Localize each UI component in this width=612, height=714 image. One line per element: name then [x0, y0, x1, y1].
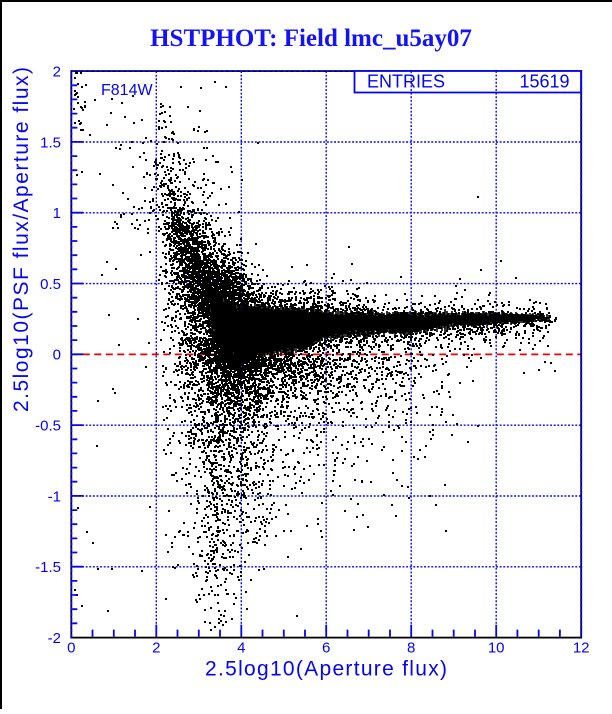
svg-text:ENTRIES: ENTRIES [367, 72, 445, 92]
svg-text:1.5: 1.5 [40, 134, 61, 151]
svg-text:15619: 15619 [519, 72, 569, 92]
svg-text:-0.5: -0.5 [35, 418, 61, 435]
svg-text:2: 2 [53, 64, 61, 81]
svg-text:-1: -1 [48, 488, 61, 505]
svg-text:10: 10 [488, 640, 505, 657]
svg-text:0: 0 [67, 640, 75, 657]
svg-text:0: 0 [53, 347, 61, 364]
svg-text:2.5log10(Aperture flux): 2.5log10(Aperture flux) [205, 658, 447, 681]
svg-text:8: 8 [407, 640, 415, 657]
svg-text:4: 4 [237, 640, 245, 657]
svg-text:HSTPHOT: Field lmc_u5ay07: HSTPHOT: Field lmc_u5ay07 [150, 25, 472, 52]
svg-text:2: 2 [152, 640, 160, 657]
svg-text:F814W: F814W [101, 82, 153, 99]
svg-text:1: 1 [53, 205, 61, 222]
svg-text:-1.5: -1.5 [35, 559, 61, 576]
svg-text:12: 12 [573, 640, 590, 657]
svg-text:6: 6 [322, 640, 330, 657]
svg-text:-2: -2 [48, 630, 61, 647]
svg-text:2.5log10(PSF flux/Aperture flu: 2.5log10(PSF flux/Aperture flux) [10, 67, 33, 412]
svg-text:0.5: 0.5 [40, 276, 61, 293]
